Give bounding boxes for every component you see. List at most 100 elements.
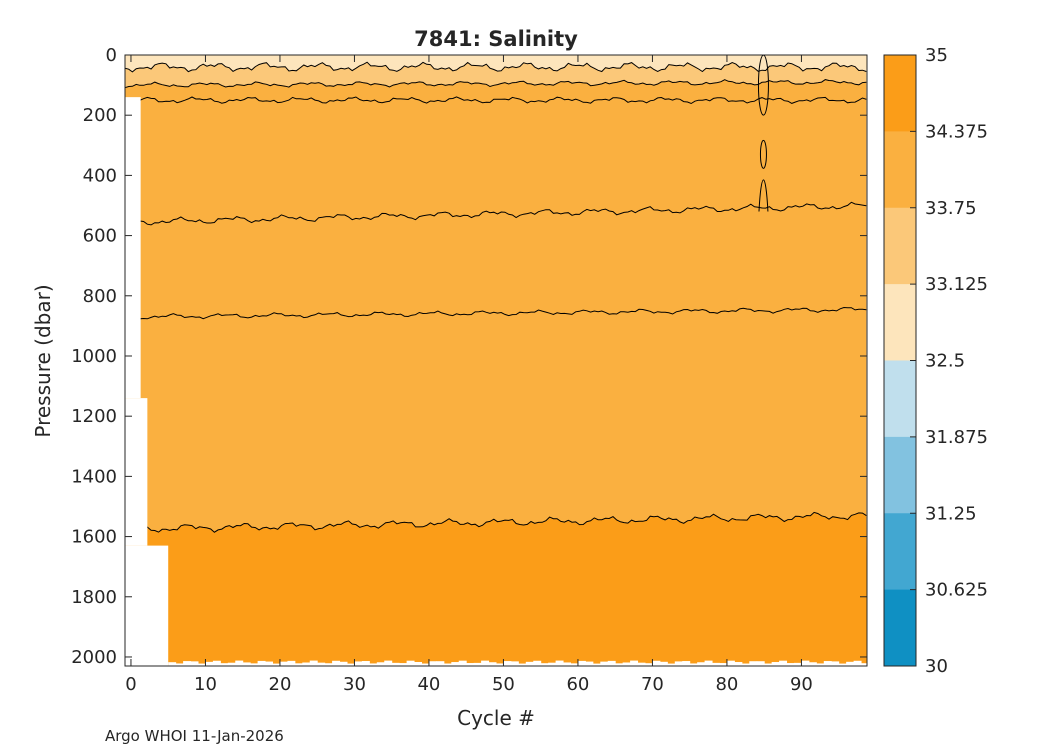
missing-data-bottom	[831, 661, 840, 666]
missing-data-bottom	[175, 663, 184, 666]
missing-data-bottom	[361, 661, 370, 666]
colorbar-label: 34.375	[925, 121, 988, 142]
missing-data-bottom	[697, 662, 706, 666]
missing-data-left-2	[125, 398, 148, 546]
x-tick-label: 30	[343, 674, 366, 695]
missing-data-bottom	[421, 663, 430, 666]
missing-data-bottom	[540, 663, 549, 666]
y-tick-label: 800	[83, 286, 117, 307]
missing-data-bottom	[190, 661, 199, 666]
missing-data-bottom	[846, 661, 855, 666]
missing-data-bottom	[682, 661, 691, 666]
missing-data-bottom	[674, 661, 683, 666]
missing-data-bottom	[600, 661, 609, 666]
missing-data-bottom	[861, 663, 867, 666]
missing-data-bottom	[183, 661, 192, 666]
contour-eddy	[759, 139, 767, 169]
missing-data-bottom	[265, 661, 274, 666]
missing-data-bottom	[525, 661, 534, 666]
chart-title: 7841: Salinity	[414, 27, 578, 51]
x-tick-label: 40	[417, 674, 440, 695]
missing-data-bottom	[644, 663, 653, 666]
y-tick-label: 400	[83, 165, 117, 186]
missing-data-bottom	[607, 660, 616, 666]
x-tick-label: 0	[125, 674, 136, 695]
missing-data-bottom	[577, 660, 586, 666]
colorbar-segment	[884, 436, 916, 514]
band-33.75-34.375	[125, 79, 867, 533]
missing-data-bottom	[853, 660, 862, 666]
missing-data-bottom	[771, 662, 780, 666]
missing-data-bottom	[324, 663, 333, 666]
missing-data-bottom	[592, 663, 601, 666]
colorbar-label: 33.125	[925, 274, 988, 295]
colorbar-label: 30	[925, 656, 948, 677]
missing-data-bottom	[793, 662, 802, 666]
missing-data-bottom	[488, 662, 497, 666]
colorbar-segment	[884, 207, 916, 285]
colorbar-label: 32.5	[925, 351, 965, 372]
missing-data-bottom	[563, 662, 571, 666]
colorbar-segment	[884, 513, 916, 591]
missing-data-bottom	[369, 663, 378, 666]
missing-data-bottom	[212, 660, 221, 666]
x-tick-label: 20	[269, 674, 292, 695]
missing-data-bottom	[726, 660, 735, 666]
y-tick-label: 1000	[71, 346, 117, 367]
missing-data-bottom	[466, 663, 475, 666]
missing-data-bottom	[808, 662, 817, 666]
missing-data-bottom	[764, 663, 773, 666]
missing-data-bottom	[756, 661, 765, 666]
missing-data-bottom	[786, 663, 795, 666]
missing-data-bottom	[317, 662, 326, 666]
y-tick-label: 200	[83, 105, 117, 126]
x-tick-label: 50	[492, 674, 515, 695]
missing-data-bottom	[823, 661, 832, 666]
missing-data-bottom	[816, 663, 825, 666]
contour-line-1	[125, 79, 867, 89]
missing-data-bottom	[198, 663, 206, 666]
missing-data-bottom	[399, 663, 408, 666]
contour-line-2	[125, 96, 867, 105]
missing-data-bottom	[473, 662, 482, 666]
contour-spike	[758, 179, 769, 212]
missing-data-bottom	[630, 660, 639, 666]
y-tick-label: 1200	[71, 406, 117, 427]
missing-data-bottom	[354, 661, 363, 666]
missing-data-bottom	[168, 662, 177, 666]
missing-data-bottom	[220, 663, 229, 666]
missing-data-bottom	[428, 661, 437, 666]
salinity-bands	[125, 55, 867, 666]
colorbar-label: 30.625	[925, 580, 988, 601]
missing-data-bottom	[659, 661, 668, 666]
missing-data-bottom	[294, 663, 303, 666]
missing-data-bottom	[801, 660, 810, 666]
x-tick-label: 90	[790, 674, 813, 695]
missing-data-bottom	[250, 663, 259, 666]
contour-line-0	[125, 61, 867, 73]
x-tick-label: 70	[641, 674, 664, 695]
missing-data-bottom	[339, 661, 348, 666]
colorbar-label: 31.875	[925, 427, 988, 448]
missing-data-bottom	[443, 663, 452, 666]
missing-data-bottom	[637, 662, 646, 666]
missing-data-bottom	[332, 660, 341, 666]
missing-data-bottom	[719, 663, 728, 666]
y-tick-label: 1800	[71, 587, 117, 608]
missing-data-bottom	[712, 662, 720, 666]
contour-line-3	[125, 201, 867, 226]
colorbar-label: 31.25	[925, 503, 977, 524]
missing-data-bottom	[227, 662, 236, 666]
colorbar: 35 34.375 33.75 33.125 32.5 31.875 31.25 30.625…	[883, 45, 988, 677]
missing-data-bottom	[667, 663, 676, 666]
missing-data-bottom	[376, 662, 385, 666]
missing-data-bottom	[518, 663, 527, 666]
missing-data-bottom	[779, 660, 788, 666]
x-axis-label: Cycle #	[457, 706, 535, 730]
y-tick-label: 2000	[71, 647, 117, 668]
missing-data-bottom	[555, 660, 564, 666]
colorbar-label: 35	[925, 45, 948, 66]
y-tick-label: 0	[106, 45, 117, 66]
colorbar-label: 33.75	[925, 198, 977, 219]
